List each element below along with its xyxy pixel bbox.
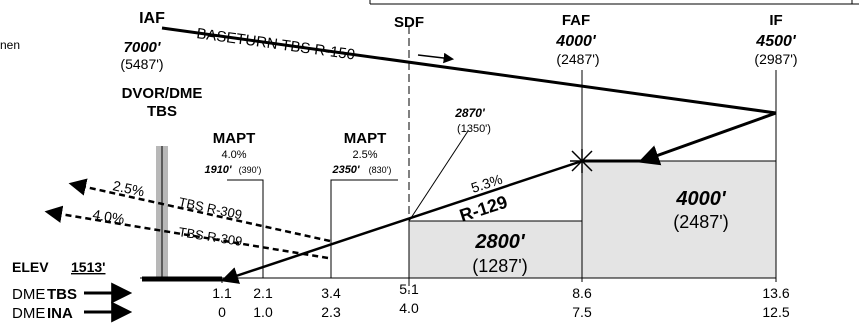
box-low-altitude: 2800' <box>474 231 525 253</box>
inbound-turn-path <box>638 111 777 166</box>
dme-tbs-prefix: DME <box>12 286 45 303</box>
sdf-name: SDF <box>394 14 424 31</box>
stray-text: nen <box>0 38 20 52</box>
dme-ina-values: 0 1.0 2.3 4.0 7.5 12.5 <box>218 300 790 320</box>
box-high-altitude: 4000' <box>675 188 726 210</box>
dme-ina-prefix: DME <box>12 305 45 322</box>
altitude-box-high <box>581 160 777 279</box>
dme-value: 2.1 <box>253 285 273 301</box>
dme-value: 1.0 <box>253 304 273 320</box>
mapt-1-height: (390') <box>239 165 262 175</box>
mapt-2-bracket <box>330 179 398 278</box>
dme-value: 12.5 <box>762 304 789 320</box>
dme-value: 1.1 <box>212 285 232 301</box>
dme-value: 0 <box>218 304 226 320</box>
iaf-height: (5487') <box>120 56 163 72</box>
dme-value: 5.1 <box>399 281 419 297</box>
missed-path-4-0 <box>44 205 329 260</box>
if-height: (2987') <box>754 51 797 67</box>
dme-value: 7.5 <box>572 304 592 320</box>
navaid-ident: TBS <box>147 103 177 120</box>
dme-ina-station: INA <box>47 305 73 322</box>
faf-altitude: 4000' <box>555 33 597 50</box>
sdf-leader-line <box>408 130 469 222</box>
mapt-2-height: (830') <box>369 165 392 175</box>
missed-2-5-gradient: 2.5% <box>111 177 146 199</box>
elev-label: ELEV <box>12 259 49 275</box>
mapt-1-title: MAPT <box>213 130 256 147</box>
faf-name: FAF <box>562 12 590 29</box>
elev-value: 1513' <box>71 259 105 275</box>
baseturn-arrow <box>417 52 455 64</box>
mapt-1-altitude: 1910' <box>204 164 231 176</box>
box-high-height: (2487') <box>673 212 728 232</box>
missed-4-0-radial: TBS R-309 <box>178 224 244 249</box>
baseturn-path <box>161 26 777 115</box>
final-approach-path <box>220 159 583 284</box>
dme-tbs-station: TBS <box>47 286 77 303</box>
mapt-2-gradient: 2.5% <box>352 149 377 161</box>
dme-value: 8.6 <box>572 285 592 301</box>
box-low-height: (1287') <box>472 256 527 276</box>
mapt-2-title: MAPT <box>344 130 387 147</box>
baseturn-label: BASETURN TBS R-150 <box>195 25 356 64</box>
missed-path-2-5 <box>68 178 331 243</box>
dme-value: 13.6 <box>762 285 789 301</box>
if-name: IF <box>769 12 782 29</box>
dme-tbs-values: 1.1 2.1 3.4 5.1 8.6 13.6 <box>212 281 790 301</box>
altitude-box-low <box>408 220 583 279</box>
iaf-name: IAF <box>139 10 165 27</box>
dme-value: 2.3 <box>321 304 341 320</box>
navaid-type: DVOR/DME <box>122 85 203 102</box>
iaf-altitude: 7000' <box>124 39 161 56</box>
mapt-1-bracket <box>227 179 264 278</box>
dme-value: 3.4 <box>321 285 341 301</box>
dme-value: 4.0 <box>399 300 419 316</box>
missed-4-0-gradient: 4.0% <box>92 206 126 227</box>
faf-height: (2487') <box>556 51 599 67</box>
mapt-1-gradient: 4.0% <box>221 149 246 161</box>
mapt-2-altitude: 2350' <box>331 164 359 176</box>
sdf-altitude: 2870' <box>454 106 486 120</box>
faf-star-icon <box>570 149 594 173</box>
missed-2-5-radial: TBS R-309 <box>177 194 243 222</box>
sdf-height: (1350') <box>457 123 491 135</box>
if-altitude: 4500' <box>755 33 797 50</box>
